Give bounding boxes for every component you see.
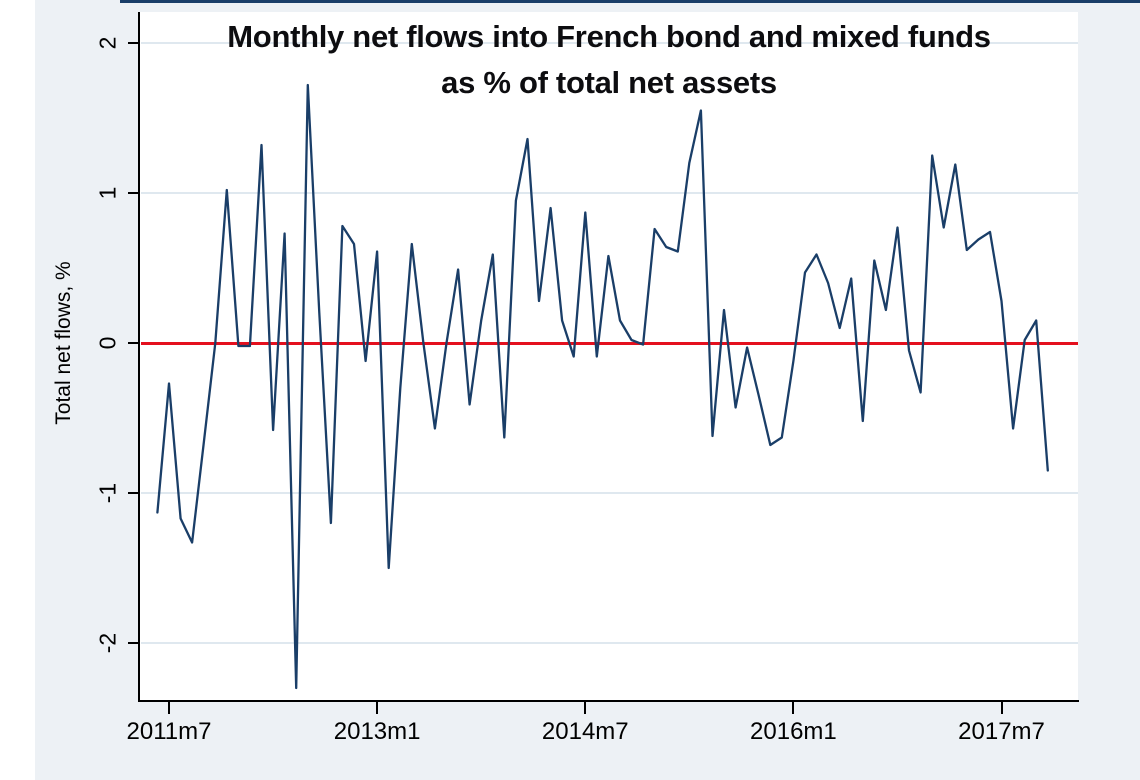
gridline xyxy=(141,42,1078,44)
x-tick xyxy=(1000,702,1003,714)
gridline xyxy=(141,642,1078,644)
zero-reference-line xyxy=(141,341,1078,345)
gridline xyxy=(141,192,1078,194)
y-axis-title: Total net flows, % xyxy=(52,261,75,425)
x-tick xyxy=(792,702,795,714)
x-tick xyxy=(584,702,587,714)
x-tick-label: 2014m7 xyxy=(541,718,629,745)
figure-top-border xyxy=(120,0,1140,3)
y-tick xyxy=(128,642,139,644)
x-tick xyxy=(376,702,379,714)
y-tick xyxy=(128,342,139,344)
chart-title-line1: Monthly net flows into French bond and m… xyxy=(227,19,991,54)
gridline xyxy=(141,492,1078,494)
x-tick-label: 2011m7 xyxy=(126,718,212,745)
y-tick-label: 1 xyxy=(94,186,121,200)
x-tick xyxy=(168,702,170,714)
x-tick-label: 2016m1 xyxy=(750,718,837,745)
y-axis-line xyxy=(138,12,140,702)
chart-title-line2: as % of total net assets xyxy=(441,65,777,100)
y-tick xyxy=(128,42,139,44)
x-tick-label: 2017m7 xyxy=(958,718,1045,745)
y-tick xyxy=(128,192,139,194)
net-flows-line xyxy=(156,83,1049,690)
x-axis-line xyxy=(138,700,1079,702)
y-tick-label: -1 xyxy=(94,482,121,504)
y-tick-label: 0 xyxy=(94,336,121,350)
y-tick xyxy=(128,492,139,494)
x-tick-label: 2013m1 xyxy=(333,718,421,745)
y-tick-label: 2 xyxy=(94,36,121,50)
chart-title: Monthly net flows into French bond and m… xyxy=(140,14,1078,106)
y-tick-label: -2 xyxy=(94,632,121,654)
